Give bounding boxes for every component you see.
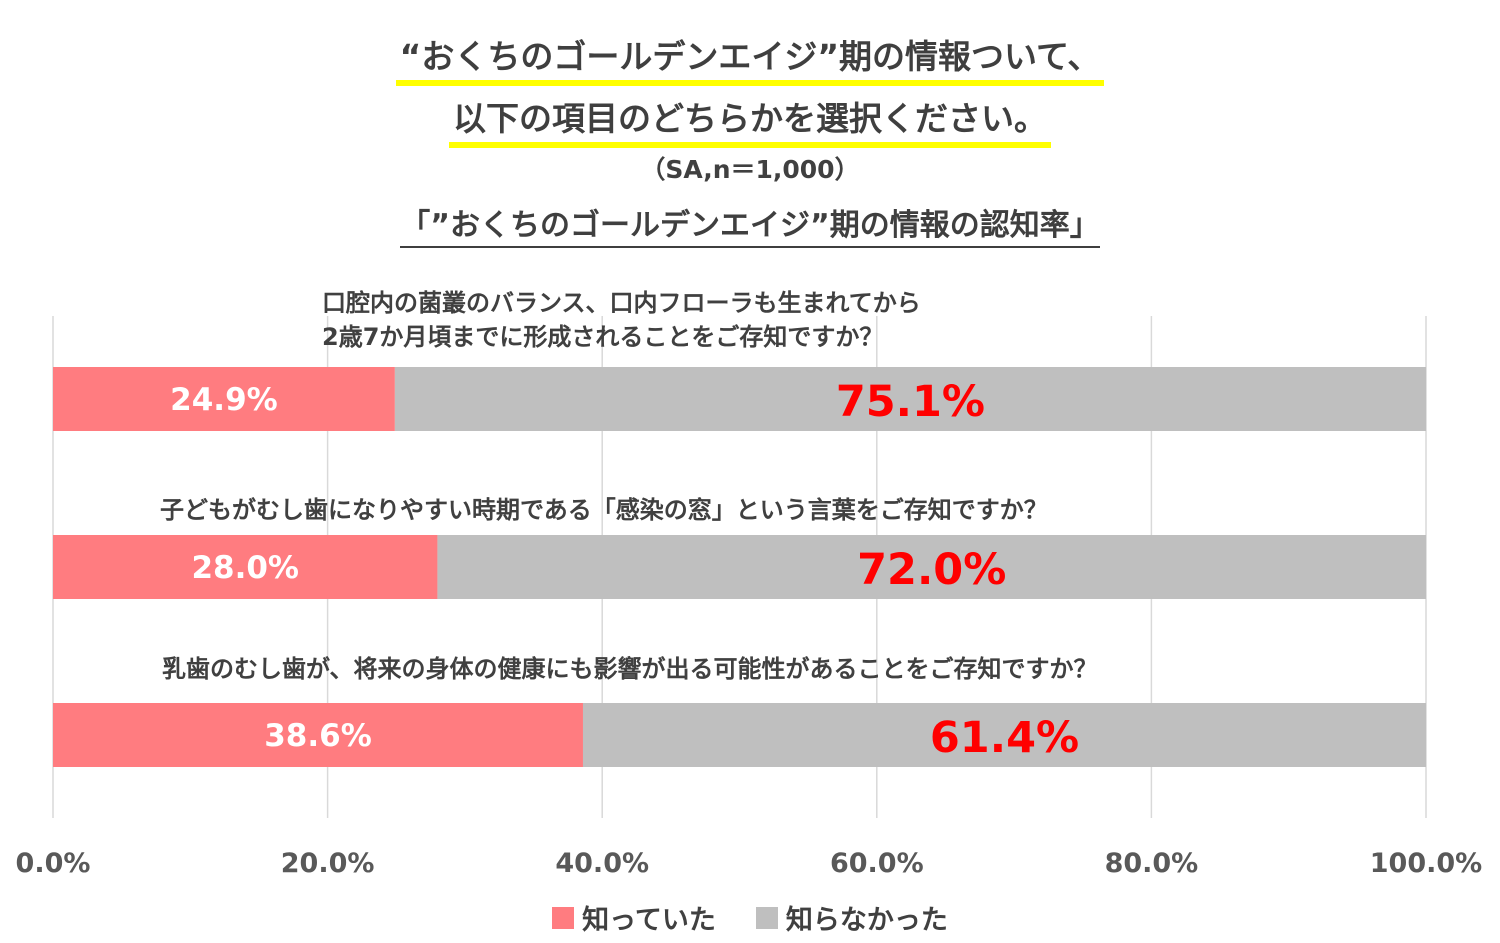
question-3-line-1: 乳歯のむし歯が、将来の身体の健康にも影響が出る可能性があることをご存知ですか？ bbox=[162, 655, 1098, 683]
question-1-line-2: 2歳7か月頃までに形成されることをご存知ですか？ bbox=[322, 323, 884, 351]
title-line-1: “おくちのゴールデンエイジ”期の情報ついて、 bbox=[0, 30, 1500, 86]
question-1-line-1: 口腔内の菌叢のバランス、口内フローラも生まれてから bbox=[322, 289, 921, 317]
legend-label-known: 知っていた bbox=[582, 905, 716, 936]
data-label-unknown: 72.0% bbox=[857, 545, 1006, 595]
legend-label-unknown: 知らなかった bbox=[785, 905, 948, 936]
question-1: 口腔内の菌叢のバランス、口内フローラも生まれてから 2歳7か月頃までに形成される… bbox=[322, 286, 921, 354]
x-tick-label: 60.0% bbox=[830, 848, 924, 879]
data-label-unknown: 61.4% bbox=[930, 713, 1079, 763]
bar-known bbox=[53, 535, 438, 599]
legend: 知っていた 知らなかった bbox=[0, 898, 1500, 937]
data-label-unknown: 75.1% bbox=[836, 377, 985, 427]
chart-title-text: 「”おくちのゴールデンエイジ”期の情報の認知率」 bbox=[400, 200, 1100, 248]
bar-unknown bbox=[394, 367, 1427, 431]
chart-title: 「”おくちのゴールデンエイジ”期の情報の認知率」 bbox=[0, 200, 1500, 248]
legend-swatch-known bbox=[552, 906, 575, 929]
bar-unknown bbox=[582, 703, 1426, 767]
x-tick-label: 40.0% bbox=[555, 848, 649, 879]
bar-unknown bbox=[437, 535, 1426, 599]
data-label-known: 38.6% bbox=[264, 718, 372, 754]
x-tick-label: 0.0% bbox=[16, 848, 91, 879]
legend-swatch-unknown bbox=[755, 906, 778, 929]
data-label-known: 24.9% bbox=[170, 382, 278, 418]
bar-known bbox=[53, 367, 395, 431]
bar-known bbox=[53, 703, 583, 767]
question-2-line-1: 子どもがむし歯になりやすい時期である「感染の窓」という言葉をご存知ですか？ bbox=[160, 496, 1048, 524]
title-line-2: 以下の項目のどちらかを選択ください。 bbox=[0, 92, 1500, 148]
x-tick-label: 100.0% bbox=[1370, 848, 1482, 879]
question-2: 子どもがむし歯になりやすい時期である「感染の窓」という言葉をご存知ですか？ bbox=[160, 493, 1048, 527]
sample-note: （SA,n＝1,000） bbox=[640, 155, 860, 184]
x-tick-label: 80.0% bbox=[1105, 848, 1199, 879]
title-line-1-text: “おくちのゴールデンエイジ”期の情報ついて、 bbox=[395, 30, 1105, 86]
title-line-2-text: 以下の項目のどちらかを選択ください。 bbox=[449, 92, 1051, 148]
question-3: 乳歯のむし歯が、将来の身体の健康にも影響が出る可能性があることをご存知ですか？ bbox=[162, 652, 1098, 686]
data-label-known: 28.0% bbox=[191, 550, 299, 586]
x-tick-label: 20.0% bbox=[281, 848, 375, 879]
legend-item-known: 知っていた bbox=[552, 898, 716, 937]
legend-item-unknown: 知らなかった bbox=[755, 898, 948, 937]
